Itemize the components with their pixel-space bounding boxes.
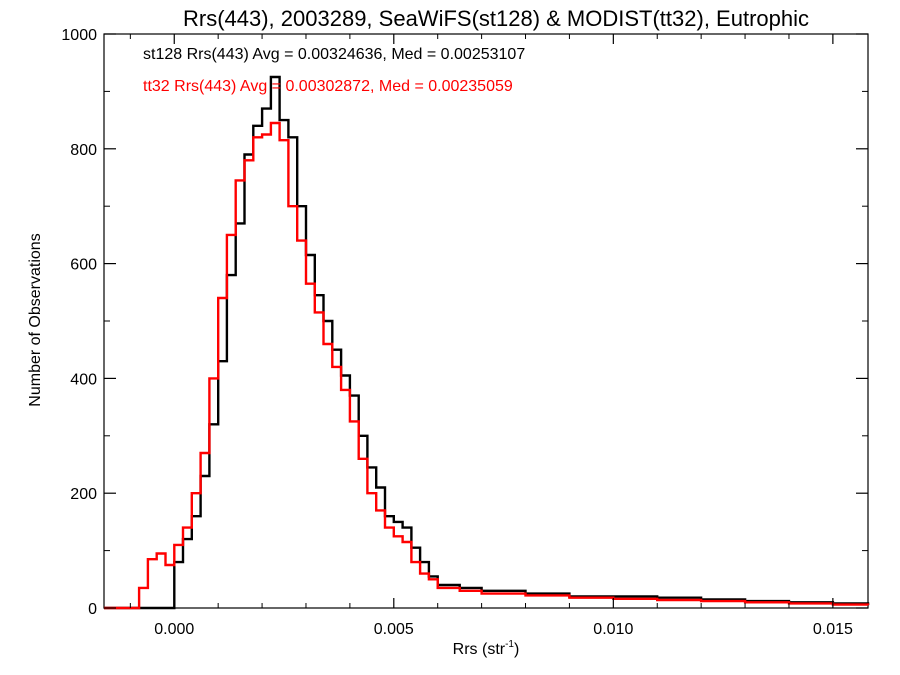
annotation-red-stats: tt32 Rrs(443) Avg = 0.00302872, Med = 0.… xyxy=(143,78,513,95)
series-group xyxy=(104,75,870,610)
tick-group: 0.000 0.005 0.010 0.015 0 200 400 600 800 1000 xyxy=(61,27,868,638)
x-axis-label-main: Rrs (str xyxy=(453,641,506,658)
series-line-0 xyxy=(104,75,870,610)
x-tick-label: 0.015 xyxy=(813,621,853,638)
annotation-black-stats: st128 Rrs(443) Avg = 0.00324636, Med = 0… xyxy=(143,46,525,63)
x-axis-label: Rrs (str-1) xyxy=(453,639,520,658)
y-axis-label: Number of Observations xyxy=(27,233,44,406)
y-tick-label: 600 xyxy=(70,257,97,274)
y-tick-label: 0 xyxy=(88,601,97,618)
x-axis-label-close: ) xyxy=(514,641,519,658)
x-tick-label: 0.000 xyxy=(154,621,194,638)
x-tick-label: 0.010 xyxy=(593,621,633,638)
chart-title: Rrs(443), 2003289, SeaWiFS(st128) & MODI… xyxy=(183,6,809,31)
y-tick-label: 400 xyxy=(70,371,97,388)
y-tick-label: 200 xyxy=(70,486,97,503)
series-line-1 xyxy=(104,121,870,610)
y-tick-label: 800 xyxy=(70,142,97,159)
x-tick-label: 0.005 xyxy=(374,621,414,638)
y-tick-label: 1000 xyxy=(61,27,97,44)
x-axis-label-exponent: -1 xyxy=(505,639,514,650)
